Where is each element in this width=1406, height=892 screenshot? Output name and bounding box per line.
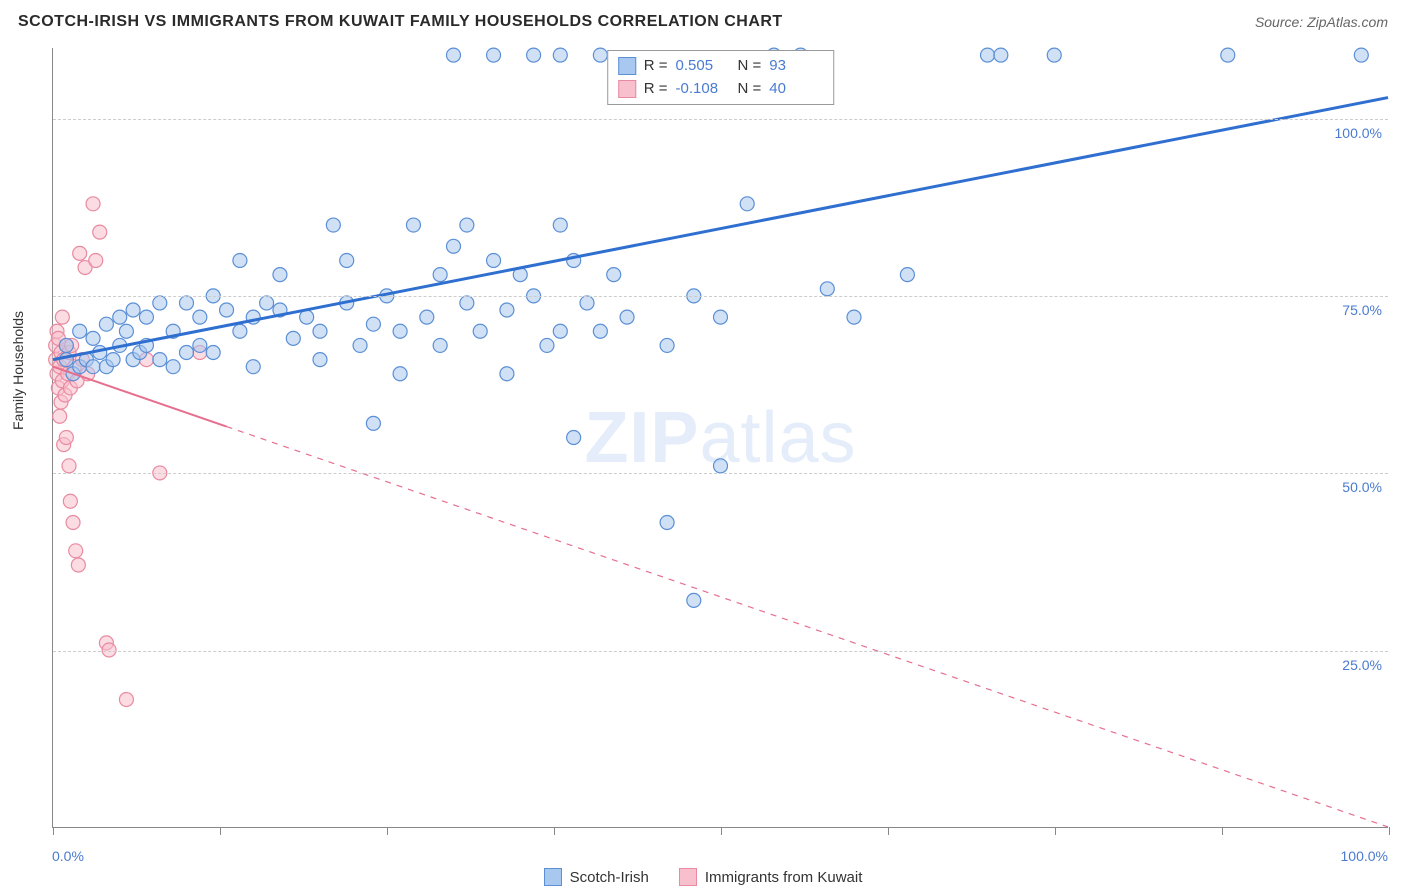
xtick [387, 827, 388, 835]
chart-title: SCOTCH-IRISH VS IMMIGRANTS FROM KUWAIT F… [18, 13, 783, 31]
xtick [721, 827, 722, 835]
x-axis-max-label: 100.0% [1341, 848, 1388, 864]
y-axis-label: Family Households [10, 311, 26, 430]
n-label: N = [738, 55, 762, 78]
stats-row-blue: R = 0.505 N = 93 [618, 55, 824, 78]
swatch-pink [679, 868, 697, 886]
xtick [220, 827, 221, 835]
series-legend: Scotch-Irish Immigrants from Kuwait [0, 868, 1406, 886]
r-value-pink: -0.108 [676, 78, 730, 101]
xtick [1222, 827, 1223, 835]
legend-item-pink: Immigrants from Kuwait [679, 868, 863, 886]
swatch-blue [618, 57, 636, 75]
gridline [53, 119, 1388, 120]
ytick-label: 100.0% [1335, 125, 1382, 141]
ytick-label: 50.0% [1342, 479, 1382, 495]
legend-label-blue: Scotch-Irish [570, 869, 649, 886]
plot-area: ZIPatlas R = 0.505 N = 93 R = -0.108 N =… [52, 48, 1388, 828]
legend-label-pink: Immigrants from Kuwait [705, 869, 863, 886]
xtick [1055, 827, 1056, 835]
gridline [53, 473, 1388, 474]
scatter-svg [53, 48, 1388, 827]
legend-item-blue: Scotch-Irish [544, 868, 649, 886]
source-attribution: Source: ZipAtlas.com [1255, 14, 1388, 30]
n-value-pink: 40 [769, 78, 823, 101]
xtick [888, 827, 889, 835]
gridline [53, 296, 1388, 297]
xtick [53, 827, 54, 835]
r-label: R = [644, 78, 668, 101]
ytick-label: 75.0% [1342, 302, 1382, 318]
n-label: N = [738, 78, 762, 101]
chart-header: SCOTCH-IRISH VS IMMIGRANTS FROM KUWAIT F… [0, 0, 1406, 44]
r-label: R = [644, 55, 668, 78]
ytick-label: 25.0% [1342, 657, 1382, 673]
r-value-blue: 0.505 [676, 55, 730, 78]
stats-row-pink: R = -0.108 N = 40 [618, 78, 824, 101]
correlation-stats-box: R = 0.505 N = 93 R = -0.108 N = 40 [607, 50, 835, 105]
gridline [53, 651, 1388, 652]
swatch-pink [618, 80, 636, 98]
n-value-blue: 93 [769, 55, 823, 78]
xtick [1389, 827, 1390, 835]
x-axis-min-label: 0.0% [52, 848, 84, 864]
xtick [554, 827, 555, 835]
swatch-blue [544, 868, 562, 886]
